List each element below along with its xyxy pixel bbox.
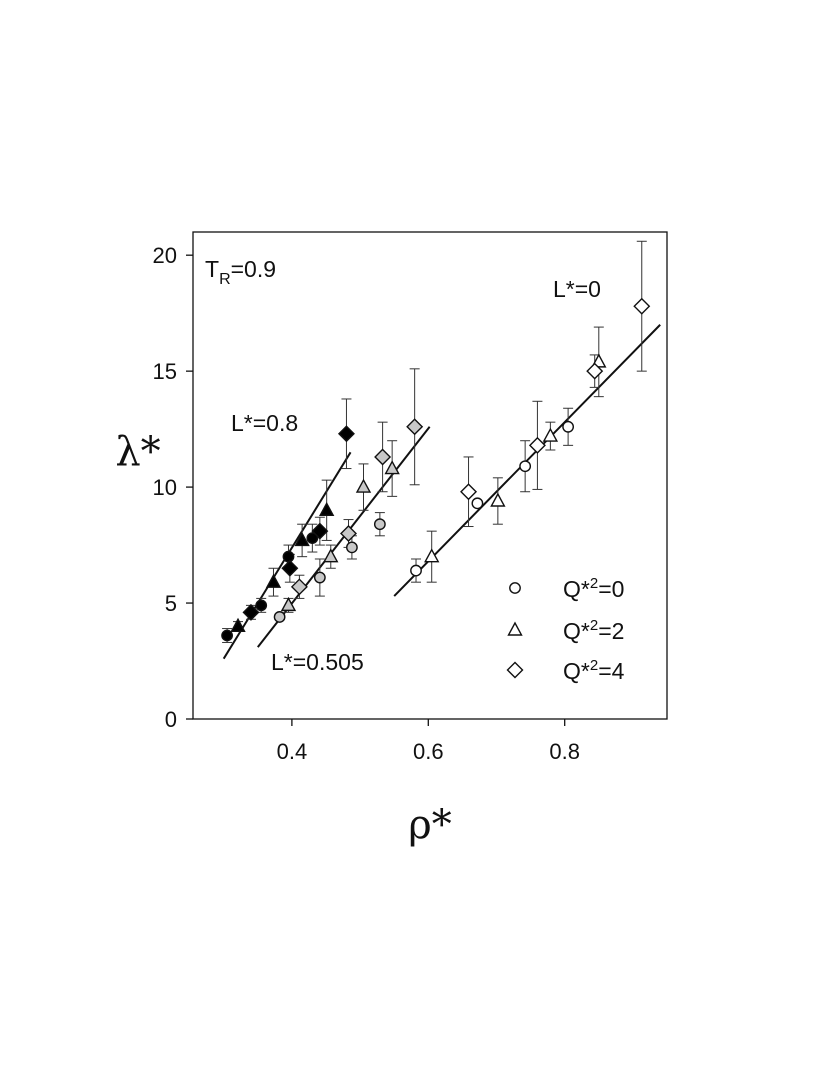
legend-label-suffix: =0 [598,576,624,602]
point-circle-l0 [519,460,532,473]
point-triangle-l0 [490,492,506,507]
y-tick-label: 15 [153,359,177,384]
legend-label-sup: 2 [590,575,598,592]
y-tick-label: 0 [165,707,177,732]
legend-label-prefix: Q* [563,618,590,644]
point-triangle-l0 [542,427,559,442]
x-tick-label: 0.4 [277,739,308,764]
point-triangle-l08 [318,501,335,516]
point-diamond-l0505 [290,578,308,596]
y-axis-title: λ* [115,429,160,475]
label-l0505: L*=0.505 [271,649,364,675]
fit-line-l0 [393,324,661,597]
point-diamond-l08 [242,603,260,621]
point-diamond-l0505 [374,448,392,466]
point-triangle-l0505 [323,548,339,563]
axis-ticks: 0 5 10 15 20 0.4 0.6 0.8 [153,243,580,764]
point-triangle-l0505 [384,460,400,475]
legend-label: Q*2=4 [563,657,625,684]
point-circle-l08 [221,629,234,642]
point-circle-l08 [282,550,295,563]
point-triangle-l0505 [355,478,372,493]
point-diamond-l08 [337,425,355,443]
point-circle-l08 [306,532,319,545]
point-triangle-l0 [424,548,440,563]
point-diamond-l08 [311,522,329,540]
x-axis-title: ρ* [408,802,452,848]
point-circle-l0 [471,497,484,510]
temperature-annotation: TR=0.9 [205,256,276,288]
legend: Q*2=0Q*2=2Q*2=4 [506,575,625,684]
legend-label-suffix: =4 [598,658,624,684]
point-circle-l0 [562,420,575,433]
point-diamond-l0505 [340,524,357,542]
point-circle-l0505 [313,571,326,584]
legend-marker-diamond [506,661,524,679]
point-triangle-l08 [265,573,282,588]
data-markers [221,297,651,642]
point-triangle-l08 [294,531,310,547]
point-diamond-l08 [281,559,299,577]
legend-label-prefix: Q* [563,658,590,684]
legend-label-prefix: Q* [563,576,590,602]
legend-label-sup: 2 [590,617,598,634]
point-diamond-l0 [528,436,546,454]
legend-label: Q*2=0 [563,575,624,602]
point-diamond-l0 [586,362,604,380]
legend-label-sup: 2 [590,657,598,674]
x-tick-label: 0.6 [413,739,444,764]
y-tick-label: 10 [153,475,177,500]
plot-frame [192,231,668,720]
legend-label-suffix: =2 [598,618,624,644]
label-l08: L*=0.8 [231,410,298,436]
point-triangle-l0505 [280,596,297,612]
point-circle-l0505 [373,518,386,531]
temperature-symbol: T [205,256,219,282]
point-diamond-l0505 [406,418,424,436]
temperature-subscript: R [219,271,231,288]
legend-marker-circle [509,582,521,594]
point-diamond-l0 [460,483,478,501]
legend-marker-triangle [507,621,523,636]
y-tick-label: 5 [165,591,177,616]
point-circle-l0505 [346,541,358,554]
label-l0: L*=0 [553,276,601,302]
y-tick-label: 20 [153,243,177,268]
x-tick-label: 0.8 [549,739,580,764]
point-circle-l0 [410,564,422,577]
point-circle-l08 [255,599,268,612]
temperature-value: =0.9 [231,256,276,282]
point-triangle-l08 [230,617,246,632]
point-diamond-l0 [633,297,651,315]
legend-label: Q*2=2 [563,617,624,644]
point-circle-l0505 [273,611,286,623]
